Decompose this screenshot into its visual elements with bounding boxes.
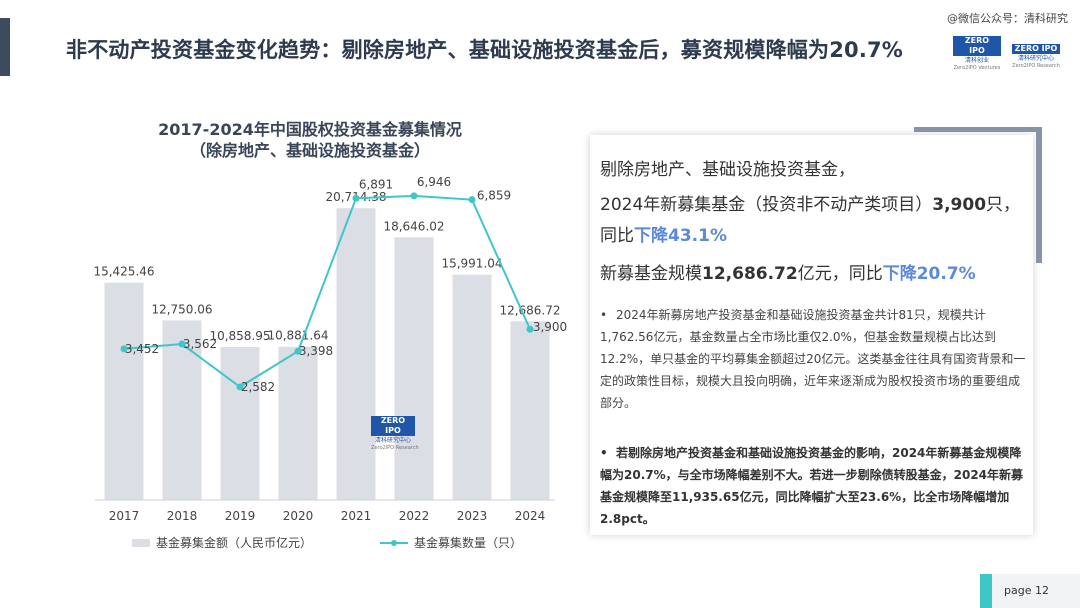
bullet-mark: • bbox=[600, 446, 608, 460]
count-series-line bbox=[123, 194, 531, 389]
bullet-point-2: • 若剔除房地产投资基金和基础设施投资基金的影响，2024年新募基金规模降幅为20… bbox=[600, 442, 1030, 530]
x-tick-label-2018: 2018 bbox=[167, 509, 198, 523]
panel-accent-bar-vertical bbox=[1036, 127, 1042, 263]
page-title: 非不动产投资基金变化趋势：剔除房地产、基础设施投资基金后，募资规模降幅为20.7… bbox=[66, 38, 904, 62]
summary-text: 只， bbox=[986, 195, 1021, 215]
bar-2024 bbox=[510, 321, 550, 500]
count-point-2019 bbox=[236, 383, 244, 391]
count-point-2023 bbox=[468, 196, 476, 204]
bullet-mark: • bbox=[600, 308, 608, 322]
count-point-2022 bbox=[410, 192, 418, 200]
logo-subtitle-en: Zero2IPO Research bbox=[1012, 63, 1060, 69]
count-point-2018 bbox=[178, 340, 186, 348]
summary-text: 亿元，同比 bbox=[797, 264, 883, 284]
bullet-text: 若剔除房地产投资基金和基础设施投资基金的影响，2024年新募基金规模降幅为20.… bbox=[600, 446, 1024, 526]
bar-value-label-2018: 12,750.06 bbox=[151, 302, 212, 316]
logo-badge: ZERO IPO bbox=[953, 36, 1001, 56]
fundraising-chart: 15,425.4612,750.0610,858.9510,881.6420,7… bbox=[93, 175, 567, 550]
x-tick-label-2021: 2021 bbox=[341, 509, 372, 523]
bar-value-label-2023: 15,991.04 bbox=[441, 257, 502, 271]
logo-subtitle-en: Zero2IPO Ventures bbox=[953, 65, 1001, 71]
summary-line-2: 2024年新募集基金（投资非不动产类项目）3,900只， bbox=[600, 190, 1020, 215]
bar-2021 bbox=[336, 208, 376, 500]
count-value-label-2021: 6,891 bbox=[359, 177, 393, 191]
bar-2018 bbox=[162, 320, 202, 500]
count-value-label-2022: 6,946 bbox=[417, 175, 451, 189]
count-point-2020 bbox=[294, 347, 302, 355]
summary-line-1: 剔除房地产、基础设施投资基金， bbox=[600, 160, 855, 180]
x-tick-label-2017: 2017 bbox=[109, 509, 140, 523]
logo-subtitle: 清科研究中心 bbox=[1017, 55, 1054, 62]
page-number: page 12 bbox=[1004, 584, 1049, 597]
summary-text: 同比 bbox=[600, 226, 634, 246]
chart-title: 2017-2024年中国股权投资基金募集情况 bbox=[158, 120, 462, 139]
bar-value-label-2022: 18,646.02 bbox=[383, 219, 444, 233]
logo-subtitle: 清科创业 bbox=[964, 57, 989, 64]
logo-subtitle-en: Zero2IPO Research bbox=[371, 445, 419, 451]
bar-2017 bbox=[104, 282, 144, 500]
fund-size-value: 12,686.72 bbox=[702, 264, 798, 284]
legend-line-label: 基金募集数量（只） bbox=[414, 535, 522, 550]
x-tick-label-2020: 2020 bbox=[283, 509, 314, 523]
header-accent-bar bbox=[0, 18, 10, 76]
count-point-2017 bbox=[120, 345, 128, 353]
logo-badge: ZERO IPO bbox=[1011, 44, 1061, 54]
summary-panel bbox=[590, 135, 1033, 535]
x-tick-label-2019: 2019 bbox=[225, 509, 256, 523]
bar-value-label-2020: 10,881.64 bbox=[267, 329, 328, 343]
bar-value-label-2019: 10,858.95 bbox=[209, 329, 270, 343]
count-decline-value: 下降43.1% bbox=[634, 226, 727, 246]
bar-2022 bbox=[394, 237, 434, 500]
bar-value-label-2024: 12,686.72 bbox=[499, 303, 560, 317]
zero2ipo-research-logo: ZERO IPO 清科研究中心 Zero2IPO Research bbox=[1008, 36, 1064, 69]
count-point-2024 bbox=[526, 325, 534, 333]
count-value-label-2018: 3,562 bbox=[183, 337, 217, 351]
x-tick-label-2022: 2022 bbox=[399, 509, 430, 523]
bar-value-label-2017: 15,425.46 bbox=[93, 265, 154, 279]
watermark-text: @微信公众号：清科研究 bbox=[947, 12, 1068, 25]
x-tick-label-2024: 2024 bbox=[515, 509, 546, 523]
count-point-2021 bbox=[352, 194, 360, 202]
bar-2019 bbox=[220, 347, 260, 500]
bullet-point-1: • 2024年新募房地产投资基金和基础设施投资基金共计81只，规模共计1,762.… bbox=[600, 304, 1030, 414]
chart-watermark-logo: ZERO IPO 清科研究中心 Zero2IPO Research bbox=[371, 416, 419, 451]
size-decline-value: 下降20.7% bbox=[882, 264, 976, 284]
fund-count-value: 3,900 bbox=[932, 195, 987, 215]
bar-2023 bbox=[452, 274, 492, 500]
chart-subtitle: （除房地产、基础设施投资基金） bbox=[189, 141, 430, 160]
bar-2020 bbox=[278, 346, 318, 500]
legend-bar-label: 基金募集金额（人民币亿元） bbox=[156, 535, 312, 550]
summary-line-4: 新募基金规模12,686.72亿元，同比下降20.7% bbox=[600, 259, 976, 284]
count-value-label-2017: 3,452 bbox=[125, 342, 159, 356]
count-value-label-2023: 6,859 bbox=[477, 189, 511, 203]
page-number-box bbox=[980, 574, 1080, 608]
count-value-label-2019: 2,582 bbox=[241, 380, 275, 394]
logo-badge: ZERO IPO bbox=[371, 416, 415, 436]
legend-line-marker bbox=[391, 540, 397, 546]
panel-accent-bar bbox=[914, 127, 1042, 132]
summary-text: 新募基金规模 bbox=[600, 264, 702, 284]
count-value-label-2020: 3,398 bbox=[299, 344, 333, 358]
count-value-label-2024: 3,900 bbox=[533, 320, 567, 334]
logo-subtitle: 清科研究中心 bbox=[374, 437, 411, 444]
page-number-accent bbox=[980, 574, 992, 608]
summary-line-3: 同比下降43.1% bbox=[600, 221, 727, 246]
x-tick-label-2023: 2023 bbox=[457, 509, 488, 523]
zero2ipo-ventures-logo: ZERO IPO 清科创业 Zero2IPO Ventures bbox=[953, 36, 1001, 71]
legend-bar-swatch bbox=[132, 539, 150, 547]
summary-text: 2024年新募集基金（投资非不动产类项目） bbox=[600, 195, 933, 215]
bullet-text: 2024年新募房地产投资基金和基础设施投资基金共计81只，规模共计1,762.5… bbox=[600, 308, 1026, 410]
